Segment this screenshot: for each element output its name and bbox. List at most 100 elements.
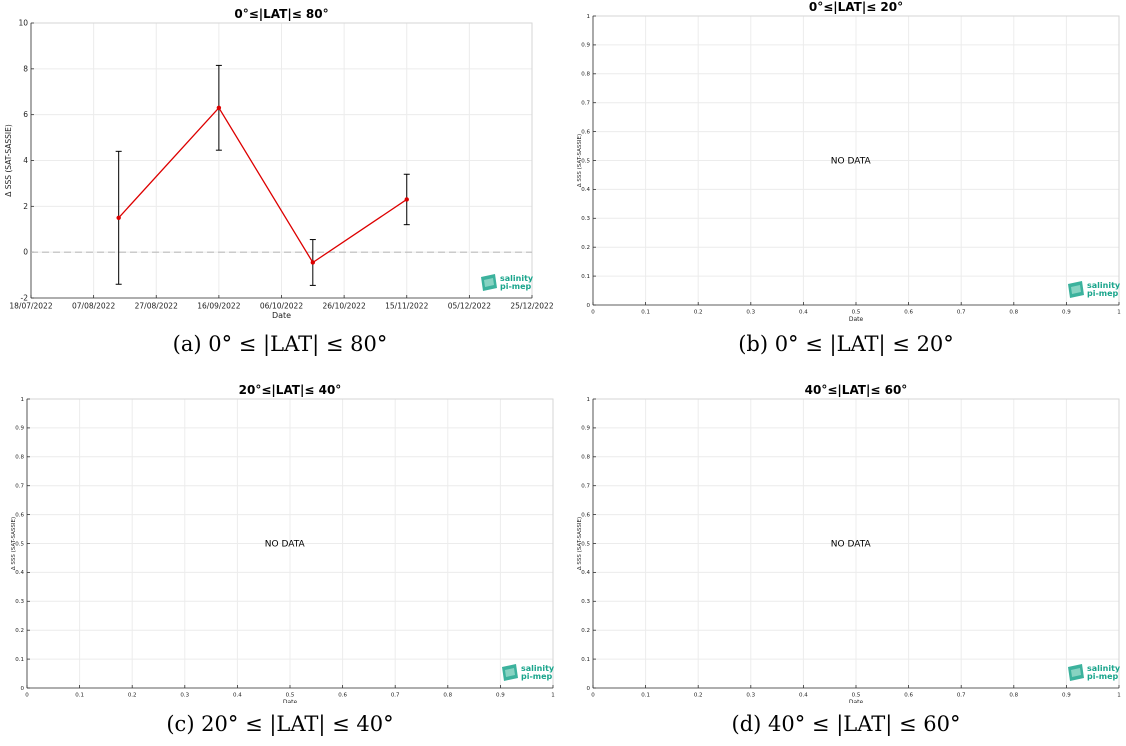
y-tick-label-1: 0.1 — [581, 274, 590, 280]
y-tick-label-3: 0.3 — [581, 216, 590, 222]
y-tick-label-1: 0.1 — [581, 657, 590, 663]
x-tick-label-0: 0 — [591, 693, 595, 699]
y-tick-label-1: 0 — [23, 248, 28, 257]
y-tick-label-8: 0.8 — [15, 455, 24, 461]
x-tick-label-6: 0.6 — [904, 310, 913, 316]
y-tick-label-9: 0.9 — [581, 426, 590, 432]
x-tick-label-9: 0.9 — [1062, 310, 1071, 316]
y-tick-label-7: 0.7 — [581, 101, 590, 107]
x-tick-label-3: 0.3 — [180, 693, 189, 699]
y-tick-label-5: 0.5 — [581, 158, 590, 164]
y-axis-label-2: Δ SSS (SAT-SASSIE) — [11, 517, 17, 570]
y-tick-label-0: 0 — [587, 686, 591, 692]
y-tick-label-3: 0.3 — [15, 599, 24, 605]
x-tick-label-4: 06/10/2022 — [260, 302, 303, 311]
caption-b: (b) 0° ≤ |LAT| ≤ 20° — [738, 332, 954, 356]
y-tick-label-5: 0.5 — [15, 541, 24, 547]
x-tick-label-4: 0.4 — [799, 693, 808, 699]
x-tick-label-3: 0.3 — [746, 310, 755, 316]
logo-text-pimep: pi-mep — [1087, 289, 1119, 298]
x-tick-label-5: 0.5 — [852, 693, 861, 699]
y-tick-label-9: 0.9 — [581, 43, 590, 49]
logo-text-pimep: pi-mep — [500, 282, 532, 291]
x-tick-label-8: 0.8 — [1009, 693, 1018, 699]
y-tick-label-6: 10 — [18, 19, 28, 28]
y-axis-label-0: Δ SSS (SAT-SASSIE) — [4, 124, 13, 197]
x-tick-label-6: 15/11/2022 — [385, 302, 428, 311]
x-tick-label-0: 0 — [591, 310, 595, 316]
x-tick-label-1: 07/08/2022 — [72, 302, 115, 311]
chart-panel-c: 20°≤|LAT|≤ 40° 0 0.1 0.2 0.3 0.4 0.5 0.6 0.7 0.8 0… — [11, 383, 555, 703]
x-tick-label-7: 0.7 — [391, 693, 400, 699]
logo-text-salinity: salinity — [1087, 281, 1121, 290]
y-tick-label-10: 1 — [587, 397, 591, 403]
no-data-annotation-1: NO DATA — [831, 157, 872, 167]
chart-title-0: 0°≤|LAT|≤ 80° — [234, 7, 328, 21]
y-tick-label-8: 0.8 — [581, 455, 590, 461]
logo-text-pimep: pi-mep — [1087, 672, 1119, 681]
logo-mark-inner-icon — [505, 668, 515, 677]
y-tick-label-4: 6 — [23, 110, 28, 119]
x-axis-label-0: Date — [272, 311, 291, 320]
x-tick-label-1: 0.1 — [75, 693, 84, 699]
y-tick-label-6: 0.6 — [15, 512, 24, 518]
x-tick-label-1: 0.1 — [641, 693, 650, 699]
y-axis-label-1: Δ SSS (SAT-SASSIE) — [577, 134, 583, 187]
y-tick-label-5: 0.5 — [581, 541, 590, 547]
data-point-3 — [404, 197, 409, 202]
y-tick-label-0: 0 — [21, 686, 25, 692]
x-axis-label-2: Date — [283, 699, 298, 703]
y-tick-label-6: 0.6 — [581, 129, 590, 135]
x-tick-label-1: 0.1 — [641, 310, 650, 316]
x-tick-label-10: 1 — [1117, 310, 1121, 316]
logo-text-salinity: salinity — [500, 274, 534, 283]
x-tick-label-10: 1 — [551, 693, 555, 699]
no-data-annotation-3: NO DATA — [831, 540, 872, 550]
x-tick-label-8: 0.8 — [1009, 310, 1018, 316]
chart-title-2: 20°≤|LAT|≤ 40° — [239, 383, 342, 397]
chart-panel-d: 40°≤|LAT|≤ 60° 0 0.1 0.2 0.3 0.4 0.5 0.6 0.7 0.8 0… — [577, 383, 1121, 703]
y-tick-label-2: 2 — [23, 202, 28, 211]
x-tick-label-5: 0.5 — [852, 310, 861, 316]
y-tick-label-7: 0.7 — [581, 484, 590, 490]
y-tick-label-0: -2 — [21, 294, 29, 303]
caption-d: (d) 40° ≤ |LAT| ≤ 60° — [731, 712, 961, 736]
y-tick-label-3: 0.3 — [581, 599, 590, 605]
y-tick-label-8: 0.8 — [581, 72, 590, 78]
x-tick-label-0: 0 — [25, 693, 29, 699]
logo-text-salinity: salinity — [521, 664, 555, 673]
data-point-1 — [216, 105, 222, 110]
x-tick-label-6: 0.6 — [338, 693, 347, 699]
x-tick-label-9: 0.9 — [496, 693, 505, 699]
logo-text-pimep: pi-mep — [521, 672, 553, 681]
x-tick-label-2: 27/08/2022 — [135, 302, 178, 311]
y-tick-label-2: 0.2 — [581, 628, 590, 634]
series-line-0 — [118, 106, 408, 264]
x-axis-label-3: Date — [849, 699, 864, 703]
y-tick-label-3: 4 — [23, 156, 28, 165]
x-tick-label-0: 18/07/2022 — [9, 302, 52, 311]
x-tick-label-2: 0.2 — [128, 693, 137, 699]
y-tick-label-9: 0.9 — [15, 426, 24, 432]
x-tick-label-4: 0.4 — [233, 693, 242, 699]
y-tick-label-2: 0.2 — [15, 628, 24, 634]
x-tick-label-2: 0.2 — [694, 310, 703, 316]
logo-text-salinity: salinity — [1087, 664, 1121, 673]
x-tick-label-8: 25/12/2022 — [510, 302, 553, 311]
chart-title-1: 0°≤|LAT|≤ 20° — [809, 0, 903, 14]
chart-panel-a: 0°≤|LAT|≤ 80° 18/07/2022 07/08/2022 27/08/2… — [4, 7, 554, 320]
y-axis-label-3: Δ SSS (SAT-SASSIE) — [577, 517, 583, 570]
caption-c: (c) 20° ≤ |LAT| ≤ 40° — [166, 712, 394, 736]
chart-title-3: 40°≤|LAT|≤ 60° — [805, 383, 908, 397]
logo-mark-inner-icon — [1071, 285, 1081, 294]
y-tick-label-2: 0.2 — [581, 245, 590, 251]
x-tick-label-7: 05/12/2022 — [448, 302, 491, 311]
y-tick-label-4: 0.4 — [581, 570, 590, 576]
x-tick-label-4: 0.4 — [799, 310, 808, 316]
data-point-0 — [116, 215, 121, 220]
x-tick-label-5: 0.5 — [286, 693, 295, 699]
caption-a: (a) 0° ≤ |LAT| ≤ 80° — [172, 332, 388, 356]
x-tick-label-9: 0.9 — [1062, 693, 1071, 699]
